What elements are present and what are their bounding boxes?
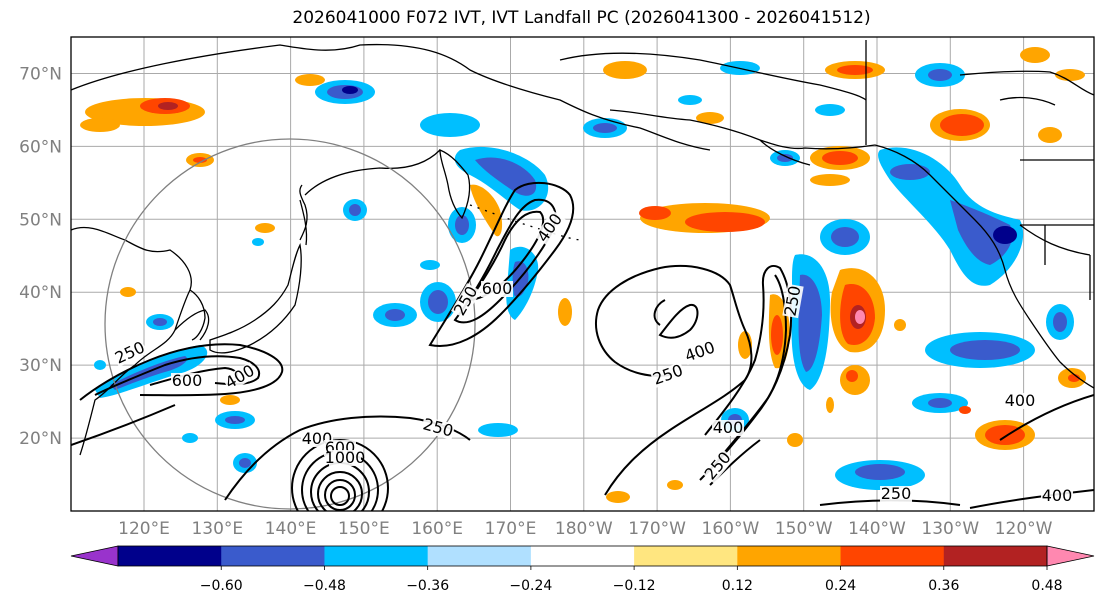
colorbar-tick-label: −0.36 — [406, 578, 449, 594]
lon-tick-label: 180°W — [555, 519, 613, 539]
colorbar: −0.60 −0.48 −0.36 −0.24 −0.12 0.12 0.24 0.36 0.4… — [70, 545, 1095, 594]
lat-tick-label: 40°N — [19, 283, 62, 303]
colorbar-segment — [634, 546, 738, 566]
colorbar-segment — [324, 546, 429, 566]
colorbar-tick-label: 0.36 — [928, 578, 959, 594]
colorbar-tick-label: −0.12 — [613, 578, 656, 594]
colorbar-tick-label: 0.12 — [722, 578, 753, 594]
coastlines — [71, 40, 1094, 456]
lon-tick-label: 160°E — [411, 519, 463, 539]
lat-tick-label: 50°N — [19, 210, 62, 230]
colorbar-segment — [530, 546, 635, 566]
colorbar-segment — [427, 546, 532, 566]
ivt-contour-label: 400 — [1042, 486, 1073, 505]
lat-tick-label: 70°N — [19, 64, 62, 84]
range-circle — [104, 138, 476, 510]
lon-tick-label: 120°E — [118, 519, 170, 539]
lon-tick-label: 130°W — [921, 519, 979, 539]
colorbar-tick-label: 0.24 — [825, 578, 856, 594]
lon-tick-label: 120°W — [995, 519, 1053, 539]
colorbar-segment — [737, 546, 842, 566]
colorbar-segment — [840, 546, 945, 566]
ivt-contour-label: 600 — [482, 279, 513, 298]
lon-tick-label: 130°E — [191, 519, 243, 539]
lon-tick-label: 150°W — [775, 519, 833, 539]
colorbar-tick-label: −0.48 — [303, 578, 346, 594]
ivt-contour-label: 250 — [881, 484, 912, 503]
lon-tick-label: 140°E — [265, 519, 317, 539]
lon-tick-label: 160°W — [702, 519, 760, 539]
colorbar-tick-label: 0.48 — [1031, 578, 1062, 594]
lon-tick-label: 150°E — [338, 519, 390, 539]
colorbar-extend-max — [1046, 545, 1095, 567]
colorbar-tick-label: −0.24 — [509, 578, 552, 594]
lon-tick-label: 140°W — [848, 519, 906, 539]
ivt-contour-label: 600 — [172, 371, 203, 390]
colorbar-segment — [221, 546, 325, 566]
lon-tick-label: 170°E — [485, 519, 537, 539]
ivt-contour-label: 400 — [1005, 391, 1036, 410]
map-frame — [70, 36, 1095, 512]
colorbar-tick-label: −0.60 — [200, 578, 243, 594]
ivt-contour-label: 400 — [713, 418, 744, 437]
colorbar-extend-min — [70, 545, 119, 567]
lat-tick-label: 60°N — [19, 137, 62, 157]
lon-tick-label: 170°W — [628, 519, 686, 539]
map-panel — [71, 37, 1094, 511]
colorbar-segment — [943, 546, 1048, 566]
map-title: 2026041000 F072 IVT, IVT Landfall PC (20… — [292, 8, 871, 28]
lat-tick-label: 30°N — [19, 356, 62, 376]
colorbar-segment — [118, 546, 222, 566]
ivt-contour-label: 1000 — [325, 448, 366, 467]
lat-tick-label: 20°N — [19, 429, 62, 449]
